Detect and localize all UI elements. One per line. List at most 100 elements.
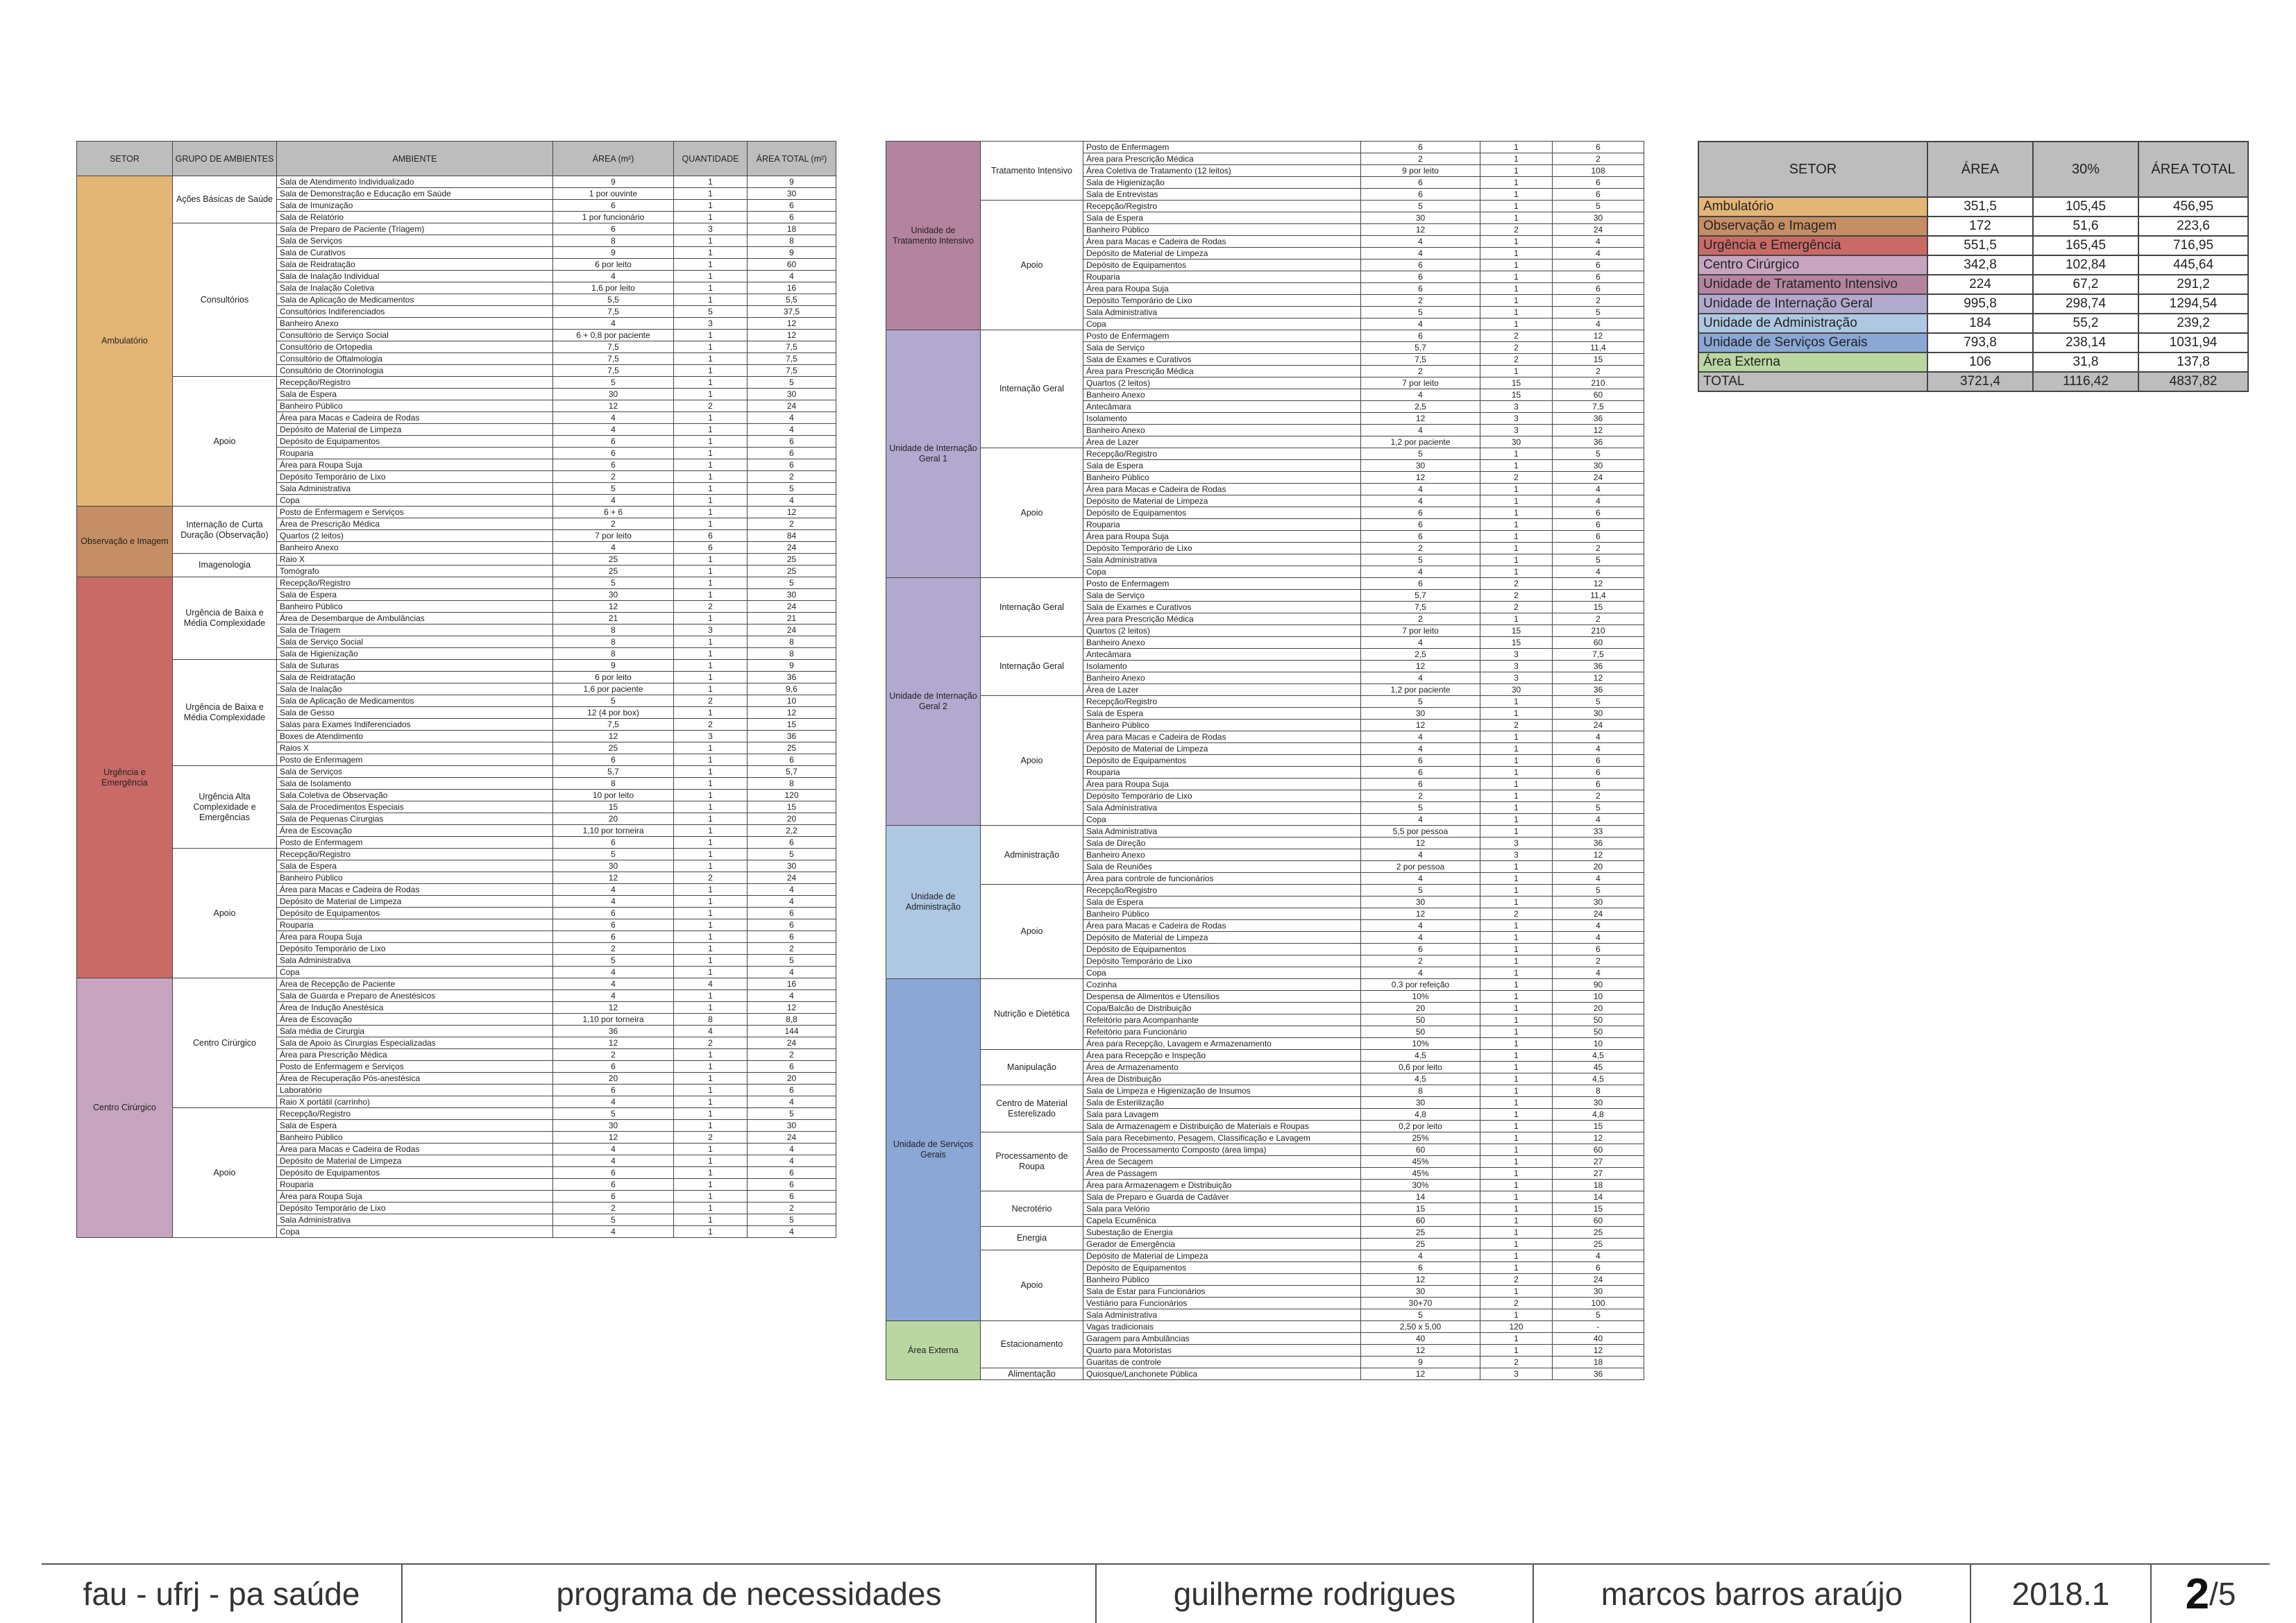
quantity-cell: 30: [1480, 436, 1553, 448]
area-cell: 8: [552, 777, 674, 790]
quantity-cell: 1: [673, 258, 748, 271]
group-cell: Apoio: [980, 448, 1083, 578]
total-area-cell: 2: [747, 1202, 836, 1214]
quantity-cell: 1: [673, 1190, 748, 1203]
area-cell: 30: [1360, 1285, 1480, 1298]
quantity-cell: 1: [1480, 1332, 1553, 1345]
area-cell: 1,2 por paciente: [1360, 436, 1480, 448]
quantity-cell: 2: [1480, 471, 1553, 484]
area-cell: 30: [1360, 896, 1480, 908]
quantity-cell: 1: [1480, 448, 1553, 460]
ambiente-cell: Depósito de Equipamentos: [1083, 259, 1361, 271]
area-cell: 6: [552, 435, 674, 448]
quantity-cell: 1: [1480, 955, 1553, 967]
total-area-cell: 8,8: [747, 1013, 836, 1026]
total-area-cell: 4: [747, 895, 836, 908]
table-row: Sala Administrativa 5 1 5: [886, 801, 1644, 814]
ambiente-cell: Recepção/Registro: [276, 376, 553, 389]
area-cell: 2: [552, 518, 674, 530]
total-area-cell: 16: [747, 282, 836, 294]
quantity-cell: 3: [673, 223, 748, 235]
quantity-cell: 1: [673, 966, 748, 978]
table-row: Sala Administrativa 5 1 5: [77, 954, 836, 967]
total-area-cell: 6: [1552, 754, 1644, 767]
quantity-cell: 1: [673, 848, 748, 860]
group-cell: Necrotério: [980, 1191, 1083, 1227]
ambiente-cell: Área de Passagem: [1083, 1167, 1361, 1180]
ambiente-cell: Refeitório para Funcionário: [1083, 1026, 1361, 1038]
ambiente-cell: Sala de Serviço: [1083, 589, 1361, 602]
total-area-cell: 60: [1552, 1144, 1644, 1156]
ambiente-cell: Sala de Imunização: [276, 199, 553, 212]
group-cell: Urgência Alta Complexidade e Emergências: [172, 765, 277, 849]
quantity-cell: 1: [673, 1214, 748, 1226]
ambiente-cell: Sala de Inalação Individual: [276, 270, 553, 282]
area-cell: 20: [552, 1072, 674, 1085]
total-area-cell: 90: [1552, 978, 1644, 991]
table-row: Laboratório 6 1 6: [77, 1084, 836, 1096]
sector-cell: Observação e Imagem: [76, 506, 173, 577]
quantity-cell: 1: [673, 1048, 748, 1061]
table-row: Apoio Depósito de Material de Limpeza 4 1 4: [886, 1250, 1644, 1321]
ambiente-cell: Sala de Reidratação: [276, 258, 553, 271]
table-row: Rouparia 6 1 6: [886, 518, 1644, 531]
total-area-cell: 14: [1552, 1191, 1644, 1203]
area-cell: 4: [552, 423, 674, 436]
quantity-cell: 1: [673, 235, 748, 247]
area-cell: 0,3 por refeição: [1360, 978, 1480, 991]
quantity-cell: 1: [673, 860, 748, 872]
area-cell: 2: [1360, 542, 1480, 554]
quantity-cell: 1: [1480, 1026, 1553, 1038]
ambiente-cell: Depósito de Material de Limpeza: [276, 423, 553, 436]
ambiente-cell: Sala Administrativa: [1083, 554, 1361, 566]
quantity-cell: 1: [1480, 766, 1553, 779]
ambiente-cell: Sala de Demonstração e Educação em Saúde: [276, 187, 553, 200]
summary-total-cell: 239,2: [2138, 313, 2249, 334]
area-cell: 4: [552, 270, 674, 282]
area-cell: 4: [1360, 566, 1480, 578]
area-cell: 25%: [1360, 1132, 1480, 1144]
quantity-cell: 1: [1480, 200, 1553, 212]
area-cell: 4: [1360, 919, 1480, 932]
ambiente-cell: Depósito Temporário de Lixo: [1083, 294, 1361, 307]
area-cell: 12: [1360, 719, 1480, 731]
quantity-cell: 1: [1480, 1203, 1553, 1215]
ambiente-cell: Banheiro Público: [276, 1131, 553, 1144]
group-cell: Apoio: [172, 376, 277, 507]
table-row: Área para Macas e Cadeira de Rodas 4 1 4: [77, 883, 836, 896]
quantity-cell: 2: [1480, 577, 1553, 590]
ambiente-cell: Sala de Limpeza e Higienização de Insumo…: [1083, 1085, 1361, 1097]
quantity-cell: 1: [1480, 518, 1553, 531]
ambiente-cell: Refeitório para Acompanhante: [1083, 1014, 1361, 1026]
total-area-cell: 6: [1552, 943, 1644, 955]
table-row: Posto de Enfermagem 6 1 6: [77, 754, 836, 766]
summary-30-cell: 51,6: [2032, 216, 2139, 237]
summary-sector-cell: Urgência e Emergência: [1698, 235, 1928, 256]
ambiente-cell: Sala de Serviços: [276, 765, 553, 778]
ambiente-cell: Sala de Aplicação de Medicamentos: [276, 294, 553, 306]
area-cell: 6 por leito: [552, 671, 674, 683]
ambiente-cell: Área para controle de funcionários: [1083, 872, 1361, 885]
total-area-cell: 30: [1552, 1285, 1644, 1298]
ambiente-cell: Depósito de Material de Limpeza: [1083, 247, 1361, 260]
quantity-cell: 8: [673, 1013, 748, 1026]
area-cell: 5,7: [1360, 341, 1480, 354]
total-area-cell: 30: [747, 1119, 836, 1132]
area-cell: 2: [1360, 613, 1480, 625]
area-cell: 7,5: [1360, 601, 1480, 613]
table-row: Sala para Lavagem 4,8 1 4,8: [886, 1108, 1644, 1121]
total-area-cell: 7,5: [747, 341, 836, 353]
summary-total-cell: 1031,94: [2138, 332, 2249, 353]
table-row: Vestiário para Funcionários 30+70 2 100: [886, 1297, 1644, 1309]
area-cell: 5: [552, 848, 674, 860]
total-area-cell: 30: [1552, 212, 1644, 224]
area-cell: 6: [552, 1084, 674, 1096]
quantity-cell: 2: [673, 718, 748, 731]
ambiente-cell: Área de Prescrição Médica: [276, 518, 553, 530]
summary-sector-cell: Ambulatório: [1698, 196, 1928, 217]
table-row: Área de Escovação 1,10 por torneira 8 8,8: [77, 1013, 836, 1026]
ambiente-cell: Sala de Triagem: [276, 624, 553, 636]
table-row: Sala de Armazenagem e Distribuição de Ma…: [886, 1120, 1644, 1132]
total-area-cell: 4: [1552, 731, 1644, 743]
col-header-ambiente: AMBIENTE: [276, 141, 553, 176]
